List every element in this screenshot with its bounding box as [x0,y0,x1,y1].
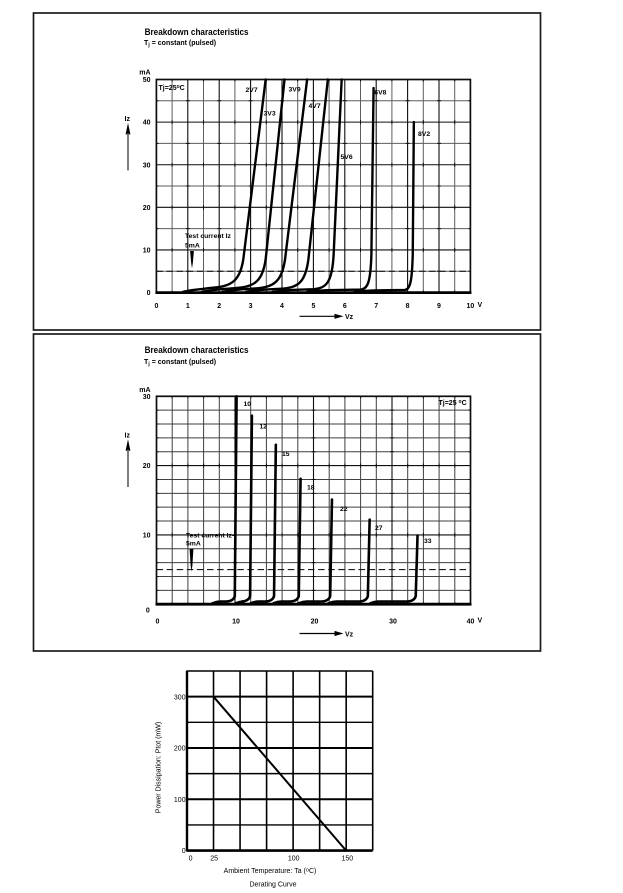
svg-text:6: 6 [343,303,347,310]
svg-text:0: 0 [146,608,150,615]
svg-text:0: 0 [189,856,193,863]
svg-text:22: 22 [340,506,348,513]
svg-text:0: 0 [154,303,158,310]
svg-text:20: 20 [143,205,151,212]
svg-text:Test current Iz-: Test current Iz- [186,533,234,540]
svg-text:20: 20 [311,619,319,626]
svg-text:Breakdown characteristics: Breakdown characteristics [145,27,249,38]
svg-text:Power Dissipation: Ptot (mW): Power Dissipation: Ptot (mW) [155,722,162,813]
svg-text:40: 40 [143,120,151,127]
svg-text:mA: mA [139,387,150,394]
svg-text:10: 10 [467,303,475,310]
svg-text:Derating Curve: Derating Curve [249,882,296,889]
svg-text:7: 7 [374,303,378,310]
svg-text:200: 200 [174,746,186,753]
svg-text:12: 12 [260,424,268,431]
svg-text:300: 300 [174,694,186,701]
svg-text:40: 40 [467,619,475,626]
svg-text:100: 100 [174,797,186,804]
svg-text:Iz: Iz [125,433,131,440]
svg-text:27: 27 [375,525,383,532]
svg-text:V: V [478,302,483,309]
svg-text:30: 30 [389,619,397,626]
svg-text:3: 3 [249,303,253,310]
svg-text:Ambient Temperature: Ta (oC): Ambient Temperature: Ta (oC) [224,868,317,876]
svg-text:10: 10 [143,248,151,255]
svg-text:50: 50 [143,77,151,84]
svg-text:10: 10 [143,533,151,540]
svg-text:Test current Iz: Test current Iz [185,233,232,240]
svg-text:3V9: 3V9 [289,87,301,94]
svg-text:6V8: 6V8 [374,90,386,97]
svg-text:30: 30 [143,162,151,169]
svg-text:0: 0 [156,619,160,626]
svg-text:25: 25 [210,856,218,863]
svg-text:100: 100 [288,856,300,863]
svg-text:0: 0 [147,290,151,297]
svg-text:10: 10 [232,619,240,626]
svg-text:mA: mA [139,70,150,77]
svg-text:18: 18 [307,485,315,492]
svg-text:3V3: 3V3 [264,111,276,118]
svg-text:33: 33 [424,538,432,545]
svg-text:Tj=25oC: Tj=25oC [159,84,185,92]
svg-text:Iz: Iz [125,116,131,123]
svg-text:5mA: 5mA [185,243,200,250]
svg-text:Tj = constant (pulsed): Tj = constant (pulsed) [144,359,216,367]
svg-text:Tj = constant (pulsed): Tj = constant (pulsed) [144,40,216,48]
svg-text:5V6: 5V6 [341,154,353,161]
svg-text:1: 1 [186,303,190,310]
svg-text:V: V [478,618,483,625]
svg-text:Vz: Vz [345,314,354,321]
svg-text:8V2: 8V2 [418,131,430,138]
svg-text:5mA: 5mA [186,541,201,548]
svg-text:2: 2 [217,303,221,310]
svg-text:2V7: 2V7 [246,87,258,94]
svg-text:20: 20 [143,463,151,470]
svg-text:Vz: Vz [345,632,354,639]
svg-text:8: 8 [406,303,410,310]
svg-text:10: 10 [244,401,252,408]
svg-text:30: 30 [143,394,151,401]
svg-text:0: 0 [182,848,186,855]
svg-text:Tj=25 oC: Tj=25 oC [439,399,467,407]
svg-text:150: 150 [342,856,354,863]
svg-text:4V7: 4V7 [309,103,321,110]
svg-text:9: 9 [437,303,441,310]
svg-text:5: 5 [311,303,315,310]
svg-text:Breakdown characteristics: Breakdown characteristics [145,345,249,356]
svg-text:15: 15 [282,451,290,458]
svg-text:4: 4 [280,303,284,310]
